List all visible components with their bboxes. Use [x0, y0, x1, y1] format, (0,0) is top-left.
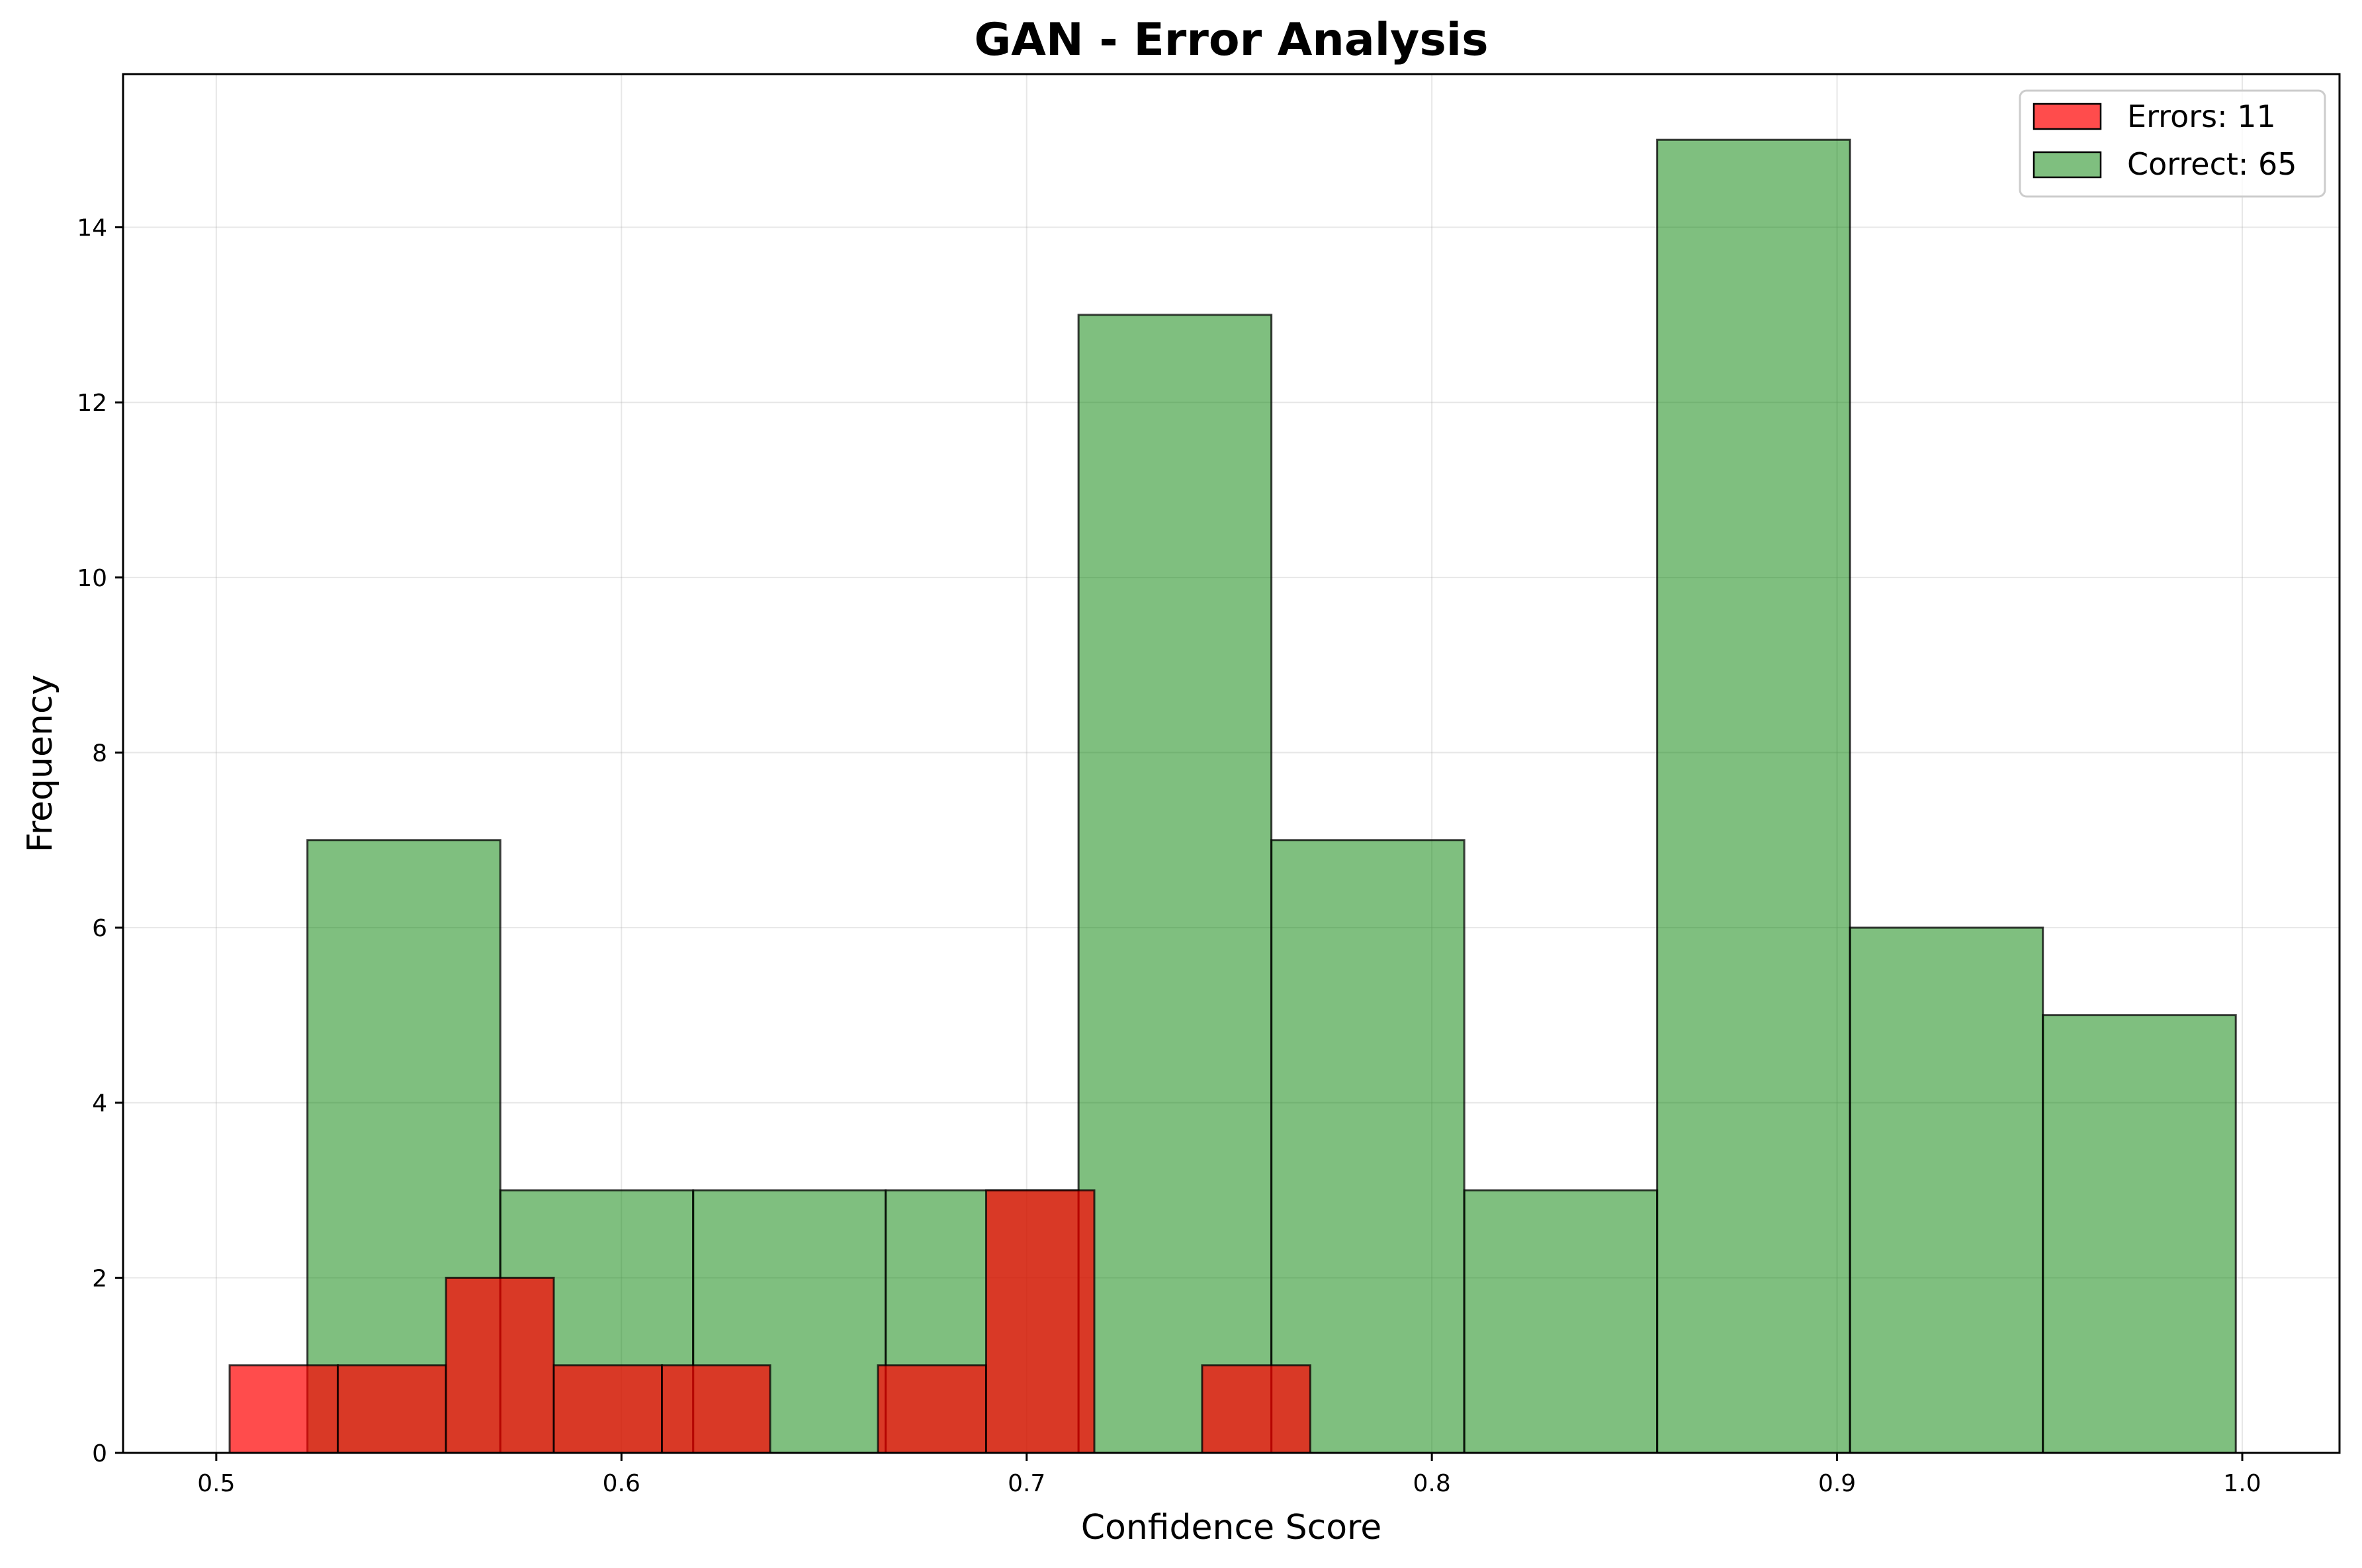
y-tick-label: 0	[92, 1440, 107, 1467]
x-tick-label: 0.9	[1818, 1470, 1856, 1497]
y-tick-label: 14	[77, 215, 107, 242]
y-tick-label: 10	[77, 565, 107, 592]
legend-label-correct: Correct: 65	[2127, 146, 2297, 182]
correct-bar	[1849, 926, 2044, 1454]
chart-title: GAN - Error Analysis	[974, 14, 1488, 66]
x-tick-label: 0.6	[603, 1470, 640, 1497]
correct-bar	[1463, 1189, 1659, 1454]
x-tick-label: 0.5	[197, 1470, 235, 1497]
y-axis-ticks: 0 2 4 6 8 10 12 14	[77, 215, 123, 1467]
y-tick-label: 6	[92, 915, 107, 942]
error-bar	[228, 1364, 339, 1454]
legend-swatch-errors	[2033, 103, 2102, 130]
error-bar	[877, 1364, 987, 1454]
legend-label-errors: Errors: 11	[2127, 99, 2276, 134]
correct-bar	[1656, 138, 1851, 1454]
error-bar	[552, 1364, 664, 1454]
correct-bar	[1270, 839, 1465, 1454]
x-axis-label: Confidence Score	[1081, 1508, 1382, 1547]
error-bar	[1201, 1364, 1311, 1454]
plot-frame	[122, 73, 2341, 1454]
error-bar	[445, 1276, 555, 1454]
x-tick-label: 0.7	[1008, 1470, 1045, 1497]
correct-bars	[306, 138, 2237, 1454]
correct-bar	[1077, 314, 1273, 1454]
x-axis-ticks: 0.5 0.6 0.7 0.8 0.9 1.0	[197, 1453, 2261, 1497]
y-tick-label: 12	[77, 390, 107, 417]
y-tick-label: 8	[92, 740, 107, 767]
y-axis-label: Frequency	[21, 675, 60, 853]
x-tick-label: 0.8	[1413, 1470, 1451, 1497]
x-tick-label: 1.0	[2223, 1470, 2261, 1497]
error-bar	[337, 1364, 447, 1454]
y-tick-label: 2	[92, 1265, 107, 1292]
error-bar	[661, 1364, 771, 1454]
legend-swatch-correct	[2033, 151, 2102, 179]
y-tick-label: 4	[92, 1090, 107, 1117]
error-bars	[228, 1189, 1311, 1454]
correct-bar	[2042, 1014, 2237, 1454]
error-bar	[984, 1189, 1096, 1454]
legend: Errors: 11 Correct: 65	[2019, 89, 2326, 198]
